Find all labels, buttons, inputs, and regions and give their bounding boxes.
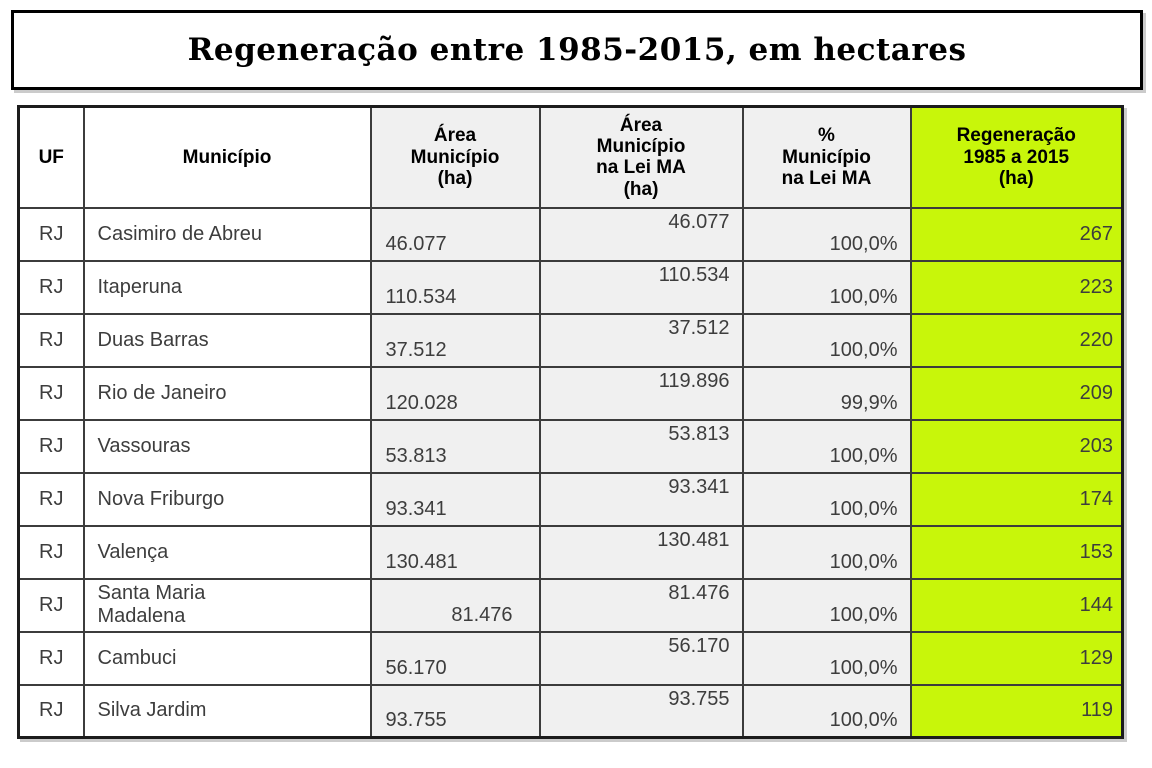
cell-area-municipio: 110.534 bbox=[369, 259, 541, 315]
cell-area-lei-ma: 93.755 bbox=[538, 683, 744, 739]
col-header-area-municipio: Área Município (ha) bbox=[369, 105, 541, 209]
cell-municipio: Nova Friburgo bbox=[82, 471, 372, 527]
cell-municipio: Valença bbox=[82, 524, 372, 580]
cell-regeneracao: 174 bbox=[909, 471, 1124, 527]
cell-area-lei-ma: 110.534 bbox=[538, 259, 744, 315]
table-row: RJ Casimiro de Abreu 46.077 46.077 100,0% 267 bbox=[17, 206, 1124, 262]
cell-pct-lei-ma: 99,9% bbox=[741, 365, 912, 421]
table-row: RJ Rio de Janeiro 120.028 119.896 99,9% 209 bbox=[17, 365, 1124, 421]
cell-area-municipio: 93.341 bbox=[369, 471, 541, 527]
table-row: RJ Duas Barras 37.512 37.512 100,0% 220 bbox=[17, 312, 1124, 368]
cell-pct-lei-ma: 100,0% bbox=[741, 524, 912, 580]
table-row: RJ Silva Jardim 93.755 93.755 100,0% 119 bbox=[17, 683, 1124, 739]
cell-regeneracao: 153 bbox=[909, 524, 1124, 580]
table-row: RJ Santa Maria Madalena 81.476 81.476 100,0%… bbox=[17, 577, 1124, 633]
cell-area-municipio: 130.481 bbox=[369, 524, 541, 580]
cell-pct-lei-ma: 100,0% bbox=[741, 206, 912, 262]
cell-area-municipio: 46.077 bbox=[369, 206, 541, 262]
cell-area-lei-ma: 119.896 bbox=[538, 365, 744, 421]
cell-regeneracao: 267 bbox=[909, 206, 1124, 262]
cell-area-lei-ma: 56.170 bbox=[538, 630, 744, 686]
cell-regeneracao: 209 bbox=[909, 365, 1124, 421]
cell-area-municipio: 53.813 bbox=[369, 418, 541, 474]
cell-uf: RJ bbox=[17, 365, 85, 421]
cell-regeneracao: 203 bbox=[909, 418, 1124, 474]
col-header-area-lei-ma: Área Município na Lei MA (ha) bbox=[538, 105, 744, 209]
col-header-municipio: Município bbox=[82, 105, 372, 209]
table-row: RJ Itaperuna 110.534 110.534 100,0% 223 bbox=[17, 259, 1124, 315]
cell-municipio: Itaperuna bbox=[82, 259, 372, 315]
page-title: Regeneração entre 1985-2015, em hectares bbox=[187, 32, 967, 68]
cell-municipio: Silva Jardim bbox=[82, 683, 372, 739]
cell-uf: RJ bbox=[17, 312, 85, 368]
cell-regeneracao: 223 bbox=[909, 259, 1124, 315]
cell-area-municipio: 56.170 bbox=[369, 630, 541, 686]
cell-area-lei-ma: 93.341 bbox=[538, 471, 744, 527]
regeneration-table: UF Município Área Município (ha) Área Mu… bbox=[17, 105, 1124, 739]
cell-municipio: Duas Barras bbox=[82, 312, 372, 368]
col-header-pct-lei-ma: % Município na Lei MA bbox=[741, 105, 912, 209]
cell-pct-lei-ma: 100,0% bbox=[741, 312, 912, 368]
table-row: RJ Valença 130.481 130.481 100,0% 153 bbox=[17, 524, 1124, 580]
table-row: RJ Nova Friburgo 93.341 93.341 100,0% 174 bbox=[17, 471, 1124, 527]
cell-uf: RJ bbox=[17, 259, 85, 315]
cell-uf: RJ bbox=[17, 577, 85, 633]
header-row: UF Município Área Município (ha) Área Mu… bbox=[17, 105, 1124, 209]
cell-uf: RJ bbox=[17, 524, 85, 580]
cell-pct-lei-ma: 100,0% bbox=[741, 683, 912, 739]
cell-uf: RJ bbox=[17, 418, 85, 474]
cell-municipio: Vassouras bbox=[82, 418, 372, 474]
cell-area-municipio: 81.476 bbox=[369, 577, 541, 633]
cell-pct-lei-ma: 100,0% bbox=[741, 577, 912, 633]
cell-pct-lei-ma: 100,0% bbox=[741, 259, 912, 315]
cell-area-lei-ma: 53.813 bbox=[538, 418, 744, 474]
cell-pct-lei-ma: 100,0% bbox=[741, 418, 912, 474]
col-header-regeneracao: Regeneração 1985 a 2015 (ha) bbox=[909, 105, 1124, 209]
cell-area-municipio: 93.755 bbox=[369, 683, 541, 739]
title-box: Regeneração entre 1985-2015, em hectares bbox=[11, 10, 1143, 90]
cell-area-lei-ma: 46.077 bbox=[538, 206, 744, 262]
cell-area-lei-ma: 37.512 bbox=[538, 312, 744, 368]
cell-regeneracao: 119 bbox=[909, 683, 1124, 739]
table-row: RJ Cambuci 56.170 56.170 100,0% 129 bbox=[17, 630, 1124, 686]
cell-municipio: Casimiro de Abreu bbox=[82, 206, 372, 262]
cell-uf: RJ bbox=[17, 471, 85, 527]
col-header-uf: UF bbox=[17, 105, 85, 209]
cell-regeneracao: 220 bbox=[909, 312, 1124, 368]
cell-municipio: Rio de Janeiro bbox=[82, 365, 372, 421]
cell-regeneracao: 129 bbox=[909, 630, 1124, 686]
cell-pct-lei-ma: 100,0% bbox=[741, 630, 912, 686]
cell-pct-lei-ma: 100,0% bbox=[741, 471, 912, 527]
cell-area-municipio: 120.028 bbox=[369, 365, 541, 421]
cell-municipio: Santa Maria Madalena bbox=[82, 577, 372, 633]
cell-uf: RJ bbox=[17, 206, 85, 262]
cell-municipio: Cambuci bbox=[82, 630, 372, 686]
cell-area-municipio: 37.512 bbox=[369, 312, 541, 368]
table-body: RJ Casimiro de Abreu 46.077 46.077 100,0% 267… bbox=[17, 206, 1124, 739]
cell-regeneracao: 144 bbox=[909, 577, 1124, 633]
cell-uf: RJ bbox=[17, 683, 85, 739]
cell-uf: RJ bbox=[17, 630, 85, 686]
cell-area-lei-ma: 81.476 bbox=[538, 577, 744, 633]
cell-area-lei-ma: 130.481 bbox=[538, 524, 744, 580]
table-row: RJ Vassouras 53.813 53.813 100,0% 203 bbox=[17, 418, 1124, 474]
